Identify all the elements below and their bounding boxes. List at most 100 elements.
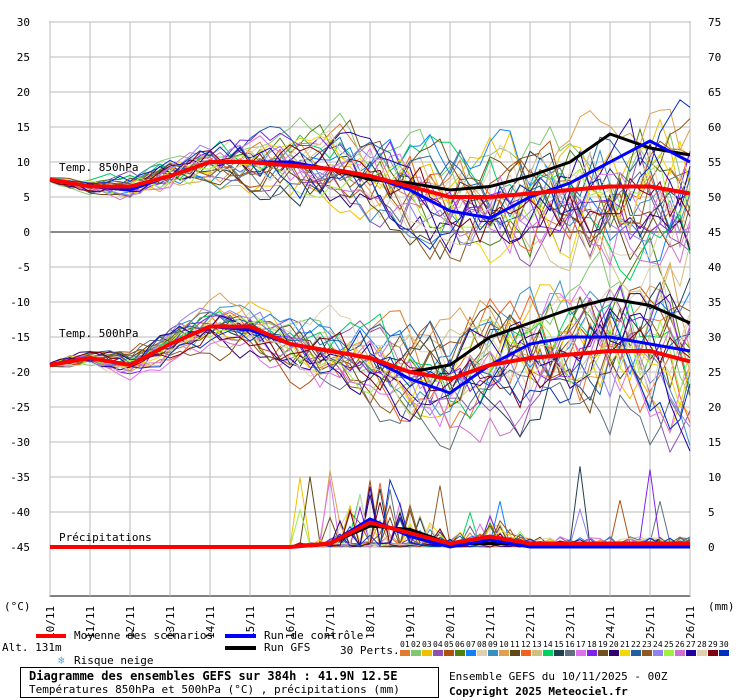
x-tick-label: 14/11 [204, 606, 217, 639]
y-tick-left: -35 [10, 471, 30, 484]
member-number: 14 [543, 640, 553, 649]
x-tick-label: 25/11 [644, 606, 657, 639]
x-tick-label: 26/11 [684, 606, 697, 639]
x-tick-label: 15/11 [244, 606, 257, 639]
member-swatch [488, 650, 498, 656]
member-swatch [631, 650, 641, 656]
member-swatch [554, 650, 564, 656]
chart-title: Diagramme des ensembles GEFS sur 384h : … [29, 669, 398, 683]
member-number: 23 [642, 640, 652, 649]
y-tick-right: 50 [708, 191, 721, 204]
member-number: 17 [576, 640, 586, 649]
member-swatch [719, 650, 729, 656]
member-number: 19 [598, 640, 608, 649]
legend-gfs-label: Run GFS [264, 641, 311, 654]
member-number: 15 [554, 640, 564, 649]
run-info: Ensemble GEFS du 10/11/2025 - 00Z [449, 670, 668, 683]
panel-label-t500: Temp. 500hPa [59, 327, 138, 340]
y-tick-left: -25 [10, 401, 30, 414]
member-line-t850 [49, 155, 691, 233]
y-tick-right: 65 [708, 86, 721, 99]
member-swatch [433, 650, 443, 656]
member-number: 06 [455, 640, 465, 649]
member-swatch [422, 650, 432, 656]
series-line-t850 [49, 160, 691, 199]
member-number: 03 [422, 640, 432, 649]
member-swatch [598, 650, 608, 656]
y-tick-left: -30 [10, 436, 30, 449]
member-swatch [455, 650, 465, 656]
legend-mean-label: Moyenne des scénarios [74, 629, 214, 642]
y-tick-right: 40 [708, 261, 721, 274]
member-swatch [697, 650, 707, 656]
y-tick-right: 35 [708, 296, 721, 309]
title-box: Diagramme des ensembles GEFS sur 384h : … [20, 667, 439, 698]
x-tick-label: 18/11 [364, 606, 377, 639]
member-number: 05 [444, 640, 454, 649]
member-line-t500 [49, 310, 691, 431]
member-swatch [675, 650, 685, 656]
x-tick-label: 10/11 [44, 606, 57, 639]
y-tick-right: 25 [708, 366, 721, 379]
member-swatch [708, 650, 718, 656]
member-line-t500 [49, 318, 691, 410]
member-number: 20 [609, 640, 619, 649]
copyright: Copyright 2025 Meteociel.fr [449, 685, 628, 698]
y-tick-right: 5 [708, 506, 715, 519]
y-unit-left: (°C) [4, 600, 31, 613]
member-number: 12 [521, 640, 531, 649]
y-tick-right: 30 [708, 331, 721, 344]
member-swatch [499, 650, 509, 656]
snow-icon: ❄ [58, 654, 65, 667]
member-line-t500 [49, 292, 691, 378]
member-number: 24 [653, 640, 663, 649]
y-tick-right: 10 [708, 471, 721, 484]
series-line-precip [50, 520, 690, 549]
y-tick-right: 20 [708, 401, 721, 414]
x-tick-label: 22/11 [524, 606, 537, 639]
member-swatch [642, 650, 652, 656]
member-line-t500 [49, 321, 691, 409]
member-line-t850 [49, 125, 691, 231]
y-tick-left: -20 [10, 366, 30, 379]
member-swatch [543, 650, 553, 656]
member-number: 01 [400, 640, 410, 649]
member-line-t850 [49, 144, 691, 244]
member-swatch [477, 650, 487, 656]
member-number: 07 [466, 640, 476, 649]
member-number: 10 [499, 640, 509, 649]
member-swatch [653, 650, 663, 656]
x-tick-label: 20/11 [444, 606, 457, 639]
member-line-t850 [49, 108, 691, 216]
panel-label-t850: Temp. 850hPa [59, 161, 138, 174]
y-tick-left: 15 [17, 121, 30, 134]
x-tick-label: 16/11 [284, 606, 297, 639]
series-line-t500 [49, 324, 691, 382]
member-swatch [565, 650, 575, 656]
member-swatch [587, 650, 597, 656]
y-tick-left: -45 [10, 541, 30, 554]
x-tick-label: 24/11 [604, 606, 617, 639]
member-number: 18 [587, 640, 597, 649]
member-number: 11 [510, 640, 520, 649]
y-tick-left: -5 [17, 261, 30, 274]
y-tick-right: 75 [708, 16, 721, 29]
member-line-t500 [49, 285, 691, 434]
member-swatch [620, 650, 630, 656]
y-tick-left: 10 [17, 156, 30, 169]
member-number: 29 [708, 640, 718, 649]
member-number: 25 [664, 640, 674, 649]
x-tick-label: 11/11 [84, 606, 97, 639]
y-tick-left: -15 [10, 331, 30, 344]
member-number: 13 [532, 640, 542, 649]
member-line-t850 [49, 134, 691, 281]
member-swatch [400, 650, 410, 656]
y-tick-left: 30 [17, 16, 30, 29]
x-tick-label: 12/11 [124, 606, 137, 639]
member-line-t500 [49, 312, 691, 372]
member-line-t500 [49, 292, 691, 406]
x-tick-label: 17/11 [324, 606, 337, 639]
y-unit-right: (mm) [708, 600, 735, 613]
